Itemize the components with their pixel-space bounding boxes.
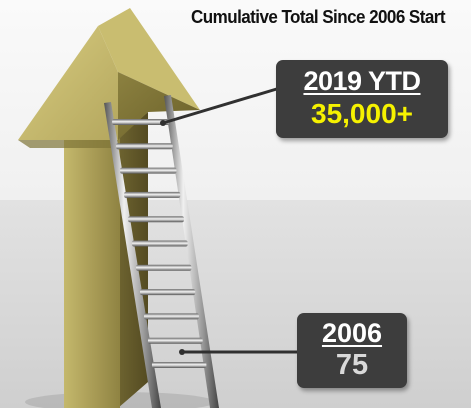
ladder-rung [124,191,181,198]
callout-heading: 2019 YTD [303,66,421,96]
gold-up-arrow-icon [18,8,200,408]
chart-title: Cumulative Total Since 2006 Start [191,6,445,27]
connector-top [162,86,281,125]
ladder-rungs [112,119,207,368]
callout-2019-ytd: 2019 YTD 35,000+ [276,60,448,138]
ladder-rung [147,337,203,344]
callout-value: 75 [335,349,369,381]
ladder-rung [112,119,169,125]
ladder-rung [120,167,177,174]
callout-value: 35,000+ [311,98,413,129]
ladder-rung [151,362,207,368]
callout-heading: 2006 [321,318,383,348]
ladder-rung [143,313,199,320]
ladder-rung [116,143,173,150]
ladder-rung [128,216,184,223]
callout-2006: 2006 75 [297,313,407,388]
ladder-rung [140,289,196,296]
ladder-icon [104,95,219,408]
ladder-rung [136,264,192,271]
ladder-rung [132,240,188,247]
